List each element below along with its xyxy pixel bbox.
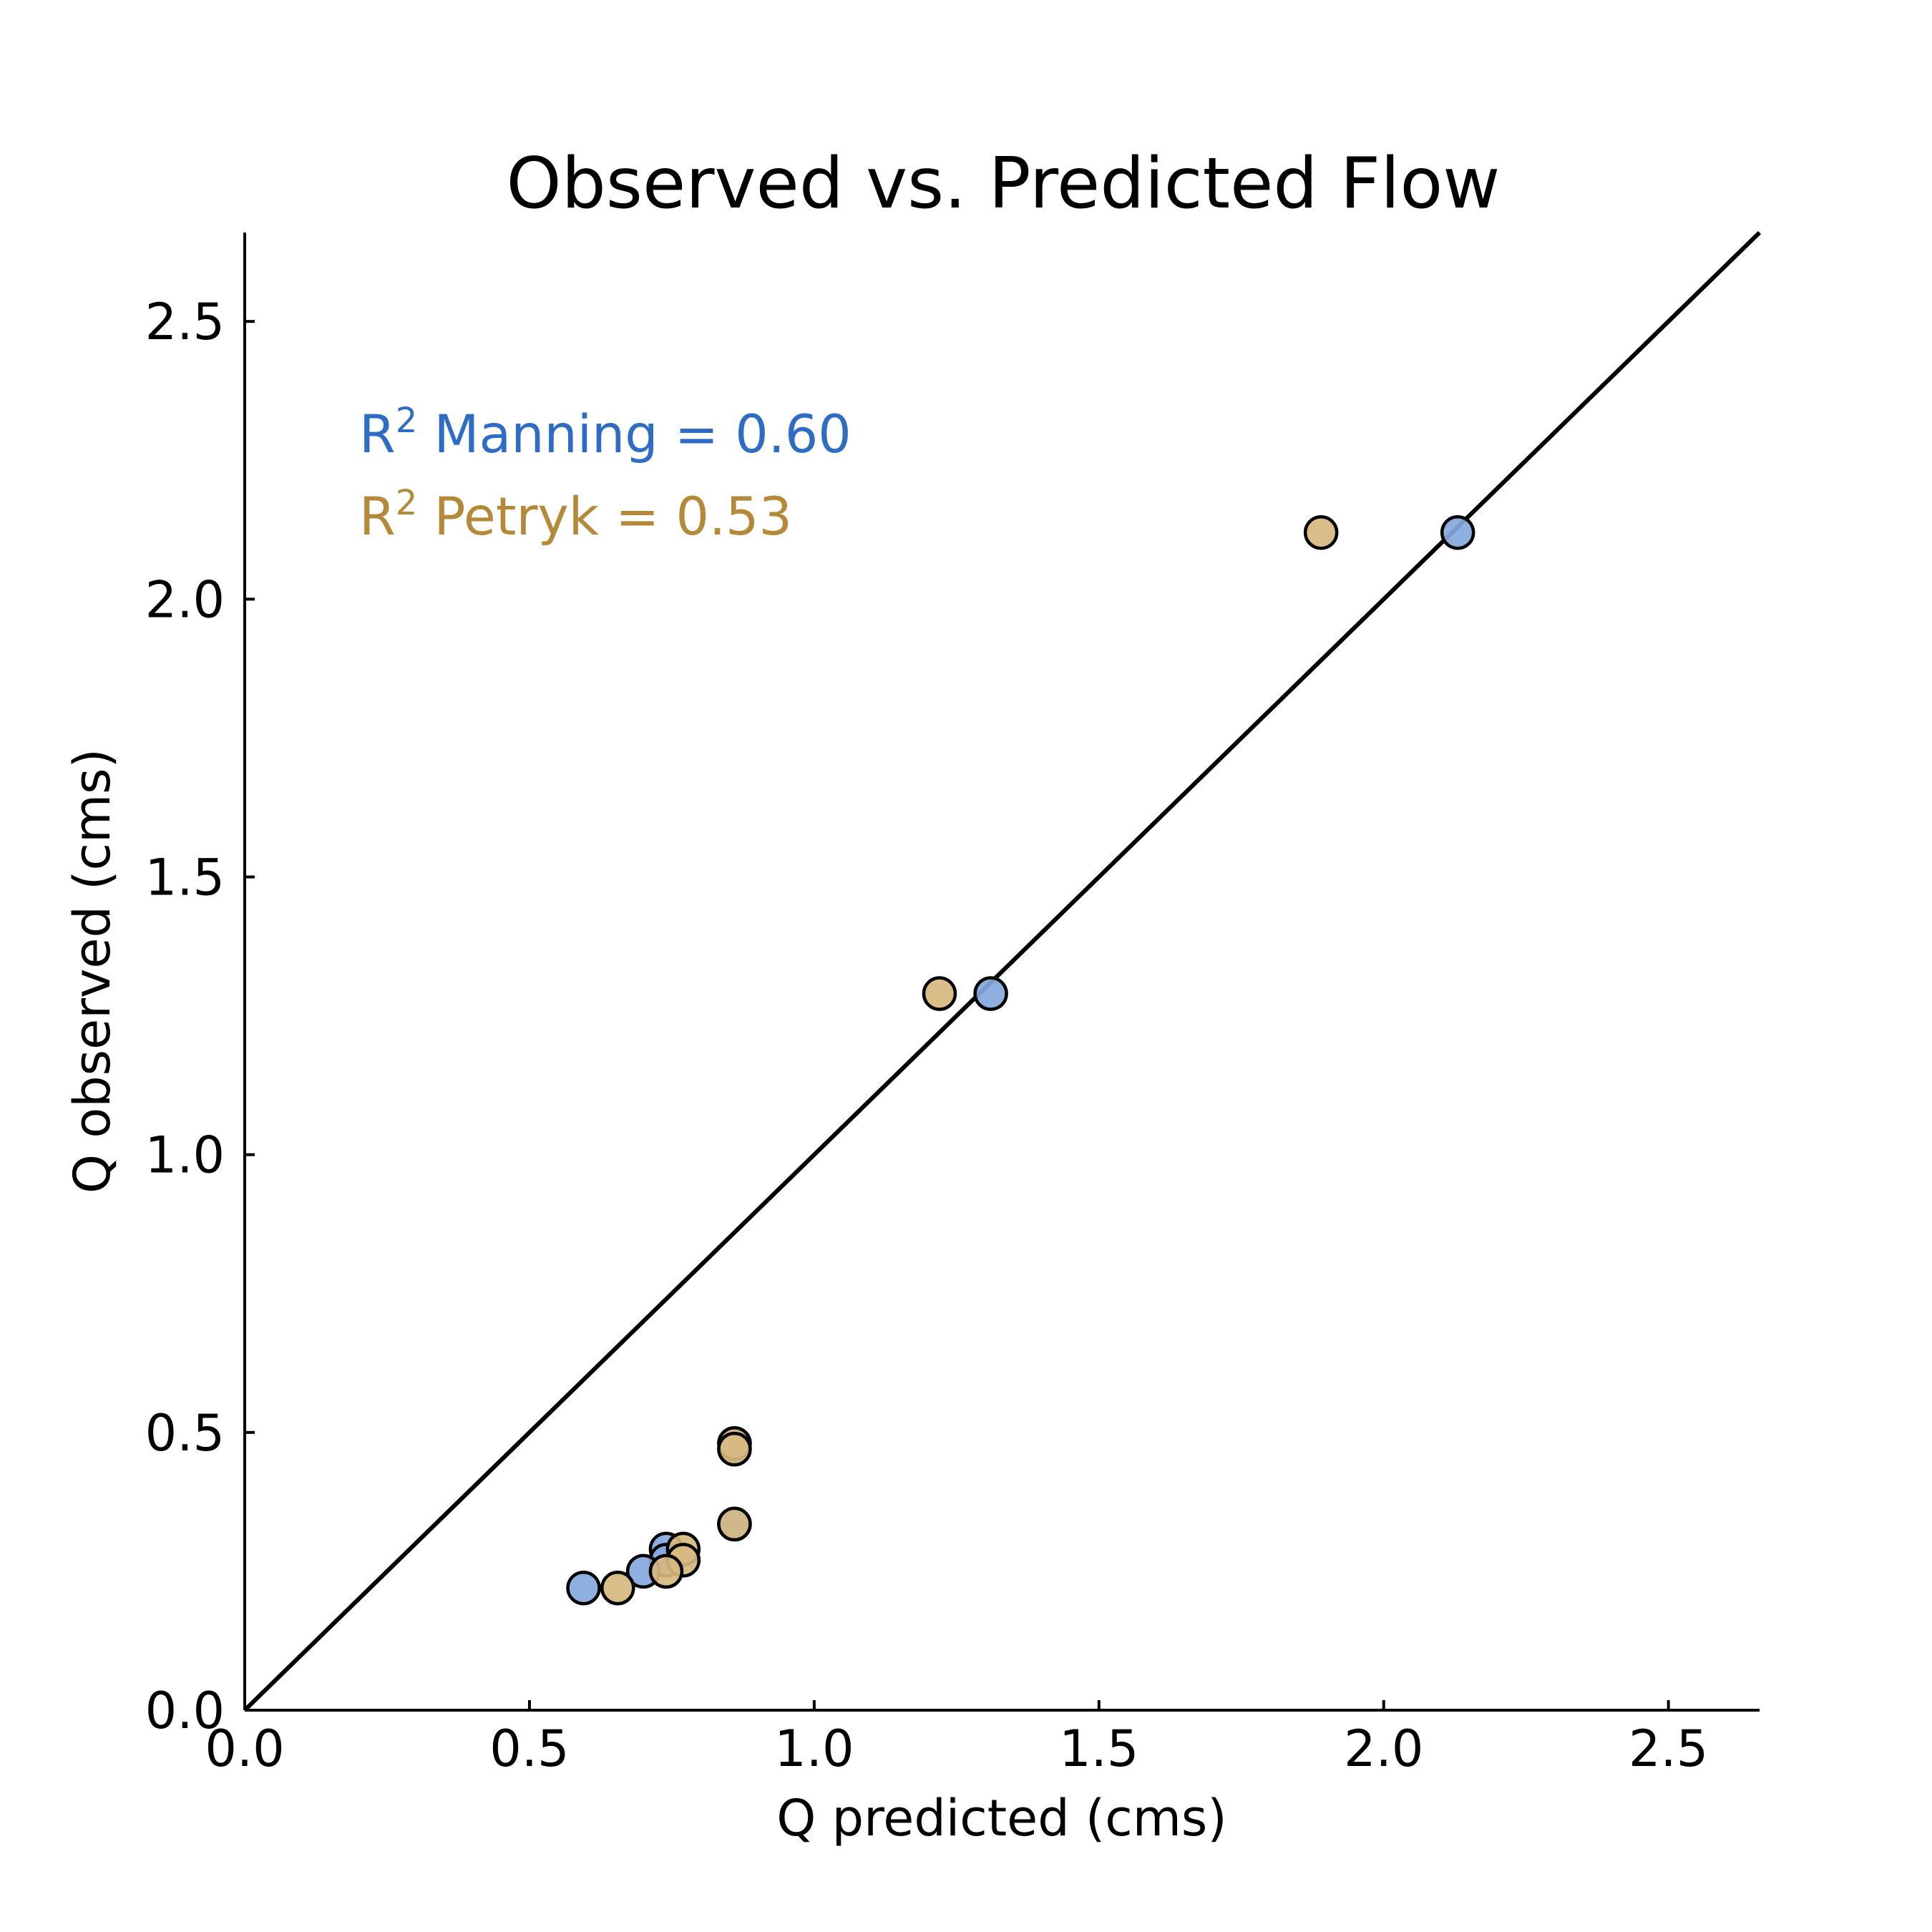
petryk-point bbox=[600, 1570, 635, 1606]
plot-area bbox=[243, 230, 1762, 1712]
petryk-point bbox=[1303, 514, 1339, 550]
petryk-point bbox=[922, 976, 957, 1011]
y-tick-label: 0.0 bbox=[145, 1682, 225, 1740]
y-tick-label: 1.5 bbox=[145, 849, 225, 907]
x-tick-label: 2.5 bbox=[1629, 1719, 1708, 1778]
manning-point bbox=[973, 976, 1008, 1011]
x-tick-label: 0.0 bbox=[205, 1719, 284, 1778]
annotation-manning-text: Manning = 0.60 bbox=[417, 404, 851, 465]
x-tick-label: 2.0 bbox=[1344, 1719, 1423, 1778]
y-axis-ticks: 0.0 0.5 1.0 1.5 2.0 2.5 bbox=[145, 293, 255, 1740]
annotation-petryk-sup: 2 bbox=[396, 483, 418, 523]
x-tick-label: 0.5 bbox=[489, 1719, 569, 1778]
y-tick-label: 2.0 bbox=[145, 570, 225, 629]
y-axis-label: Q observed (cms) bbox=[63, 748, 122, 1194]
annotation-petryk-text: Petryk = 0.53 bbox=[417, 487, 792, 547]
annotation-petryk: R2 Petryk = 0.53 bbox=[359, 483, 792, 547]
x-axis-ticks: 0.0 0.5 1.0 1.5 2.0 2.5 bbox=[205, 1700, 1708, 1778]
annotation-manning-sup: 2 bbox=[396, 401, 418, 441]
annotation-manning: R2 Manning = 0.60 bbox=[359, 401, 852, 465]
annotation-manning-base: R bbox=[359, 404, 396, 465]
y-tick-label: 0.5 bbox=[145, 1404, 225, 1463]
petryk-point bbox=[717, 1506, 752, 1542]
y-tick-label: 2.5 bbox=[145, 293, 225, 351]
petryk-point bbox=[717, 1431, 752, 1467]
x-tick-label: 1.0 bbox=[774, 1719, 854, 1778]
chart-title: Observed vs. Predicted Flow bbox=[507, 143, 1501, 225]
one-to-one-line bbox=[243, 230, 1762, 1712]
petryk-point bbox=[648, 1553, 684, 1589]
y-tick-label: 1.0 bbox=[145, 1126, 225, 1185]
manning-point bbox=[566, 1570, 601, 1606]
manning-point bbox=[1440, 514, 1475, 550]
x-axis-label: Q predicted (cms) bbox=[776, 1789, 1226, 1848]
x-tick-label: 1.5 bbox=[1059, 1719, 1138, 1778]
annotation-petryk-base: R bbox=[359, 487, 396, 547]
